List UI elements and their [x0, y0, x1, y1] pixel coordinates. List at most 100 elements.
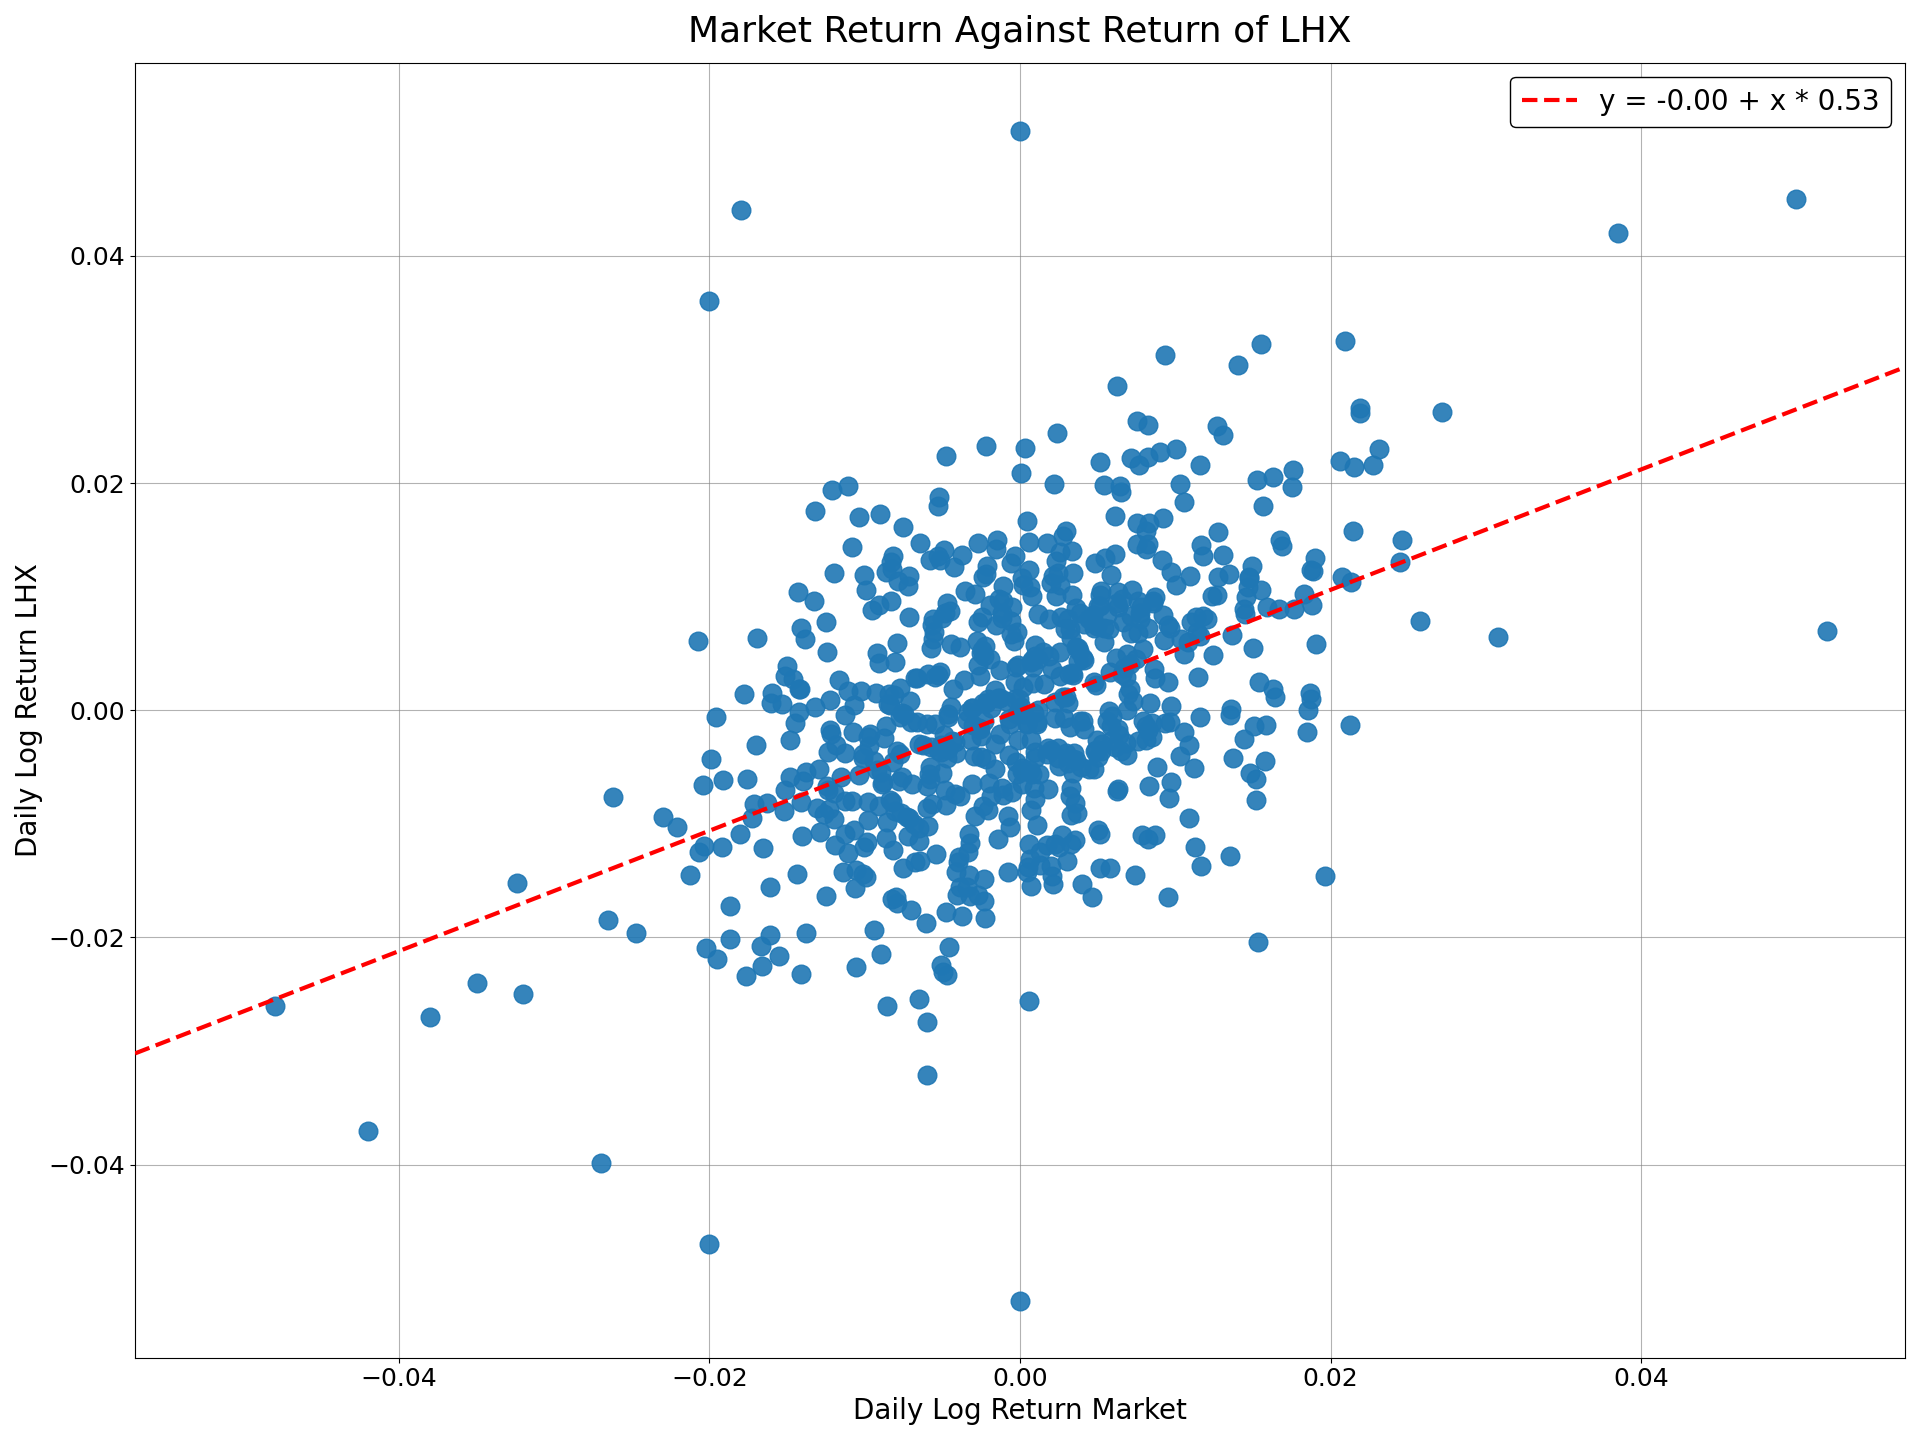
Point	[1250, 749, 1281, 772]
Point	[791, 760, 822, 783]
Point	[979, 757, 1010, 780]
Point	[920, 842, 950, 865]
Point	[872, 995, 902, 1018]
Point	[1154, 710, 1185, 733]
Point	[837, 721, 868, 744]
Point	[1054, 618, 1085, 641]
Point	[968, 691, 998, 714]
Point	[979, 733, 1010, 756]
Point	[1235, 762, 1265, 785]
Point	[996, 596, 1027, 619]
Point	[1050, 742, 1081, 765]
Point	[1344, 402, 1375, 425]
Point	[964, 717, 995, 740]
Point	[958, 744, 989, 768]
Point	[1179, 756, 1210, 779]
Point	[975, 648, 1006, 671]
Point	[814, 688, 845, 711]
Point	[1114, 683, 1144, 706]
Point	[879, 684, 910, 707]
Point	[916, 734, 947, 757]
Point	[1012, 713, 1043, 736]
Point	[983, 827, 1014, 850]
Point	[839, 819, 870, 842]
Point	[972, 562, 1002, 585]
Point	[985, 658, 1016, 681]
Point	[912, 775, 943, 798]
Point	[415, 1005, 445, 1028]
Point	[1077, 611, 1108, 634]
Point	[776, 766, 806, 789]
Point	[877, 544, 908, 567]
Point	[1052, 752, 1083, 775]
Point	[962, 531, 993, 554]
Point	[924, 661, 954, 684]
Point	[1198, 644, 1229, 667]
Point	[975, 593, 1006, 616]
Point	[964, 654, 995, 677]
Point	[1023, 762, 1054, 785]
Point	[1123, 622, 1154, 645]
Point	[1043, 746, 1073, 769]
Point	[785, 962, 816, 985]
Point	[1044, 755, 1075, 778]
Point	[776, 729, 806, 752]
Point	[837, 789, 868, 812]
Point	[687, 773, 718, 796]
Point	[881, 886, 912, 909]
Point	[783, 677, 814, 700]
Point	[1140, 667, 1171, 690]
Point	[887, 766, 918, 789]
Point	[956, 697, 987, 720]
Point	[787, 824, 818, 847]
Point	[586, 1151, 616, 1174]
Point	[1027, 641, 1058, 664]
Point	[950, 579, 981, 602]
Point	[1094, 857, 1125, 880]
Point	[770, 664, 801, 687]
Point	[968, 644, 998, 667]
Point	[1018, 672, 1048, 696]
Point	[885, 706, 916, 729]
Point	[772, 654, 803, 677]
Point	[1127, 638, 1158, 661]
Point	[895, 606, 925, 629]
Point	[1100, 736, 1131, 759]
Point	[1110, 665, 1140, 688]
Point	[1052, 691, 1083, 714]
Point	[847, 743, 877, 766]
Point	[755, 691, 785, 714]
Point	[945, 876, 975, 899]
Point	[787, 769, 818, 792]
Point	[708, 769, 739, 792]
Point	[1240, 768, 1271, 791]
Point	[676, 863, 707, 886]
Point	[874, 693, 904, 716]
Point	[1116, 603, 1146, 626]
Point	[987, 606, 1018, 629]
Point	[701, 706, 732, 729]
Point	[1156, 616, 1187, 639]
Point	[1016, 585, 1046, 608]
Point	[966, 746, 996, 769]
Point	[973, 772, 1004, 795]
Point	[1139, 590, 1169, 613]
Point	[1336, 570, 1367, 593]
Point	[695, 289, 726, 312]
Point	[1020, 788, 1050, 811]
Point	[1085, 583, 1116, 606]
Point	[995, 552, 1025, 575]
Point	[1154, 786, 1185, 809]
Point	[996, 609, 1027, 632]
Point	[849, 835, 879, 858]
Point	[783, 580, 814, 603]
Point	[1002, 654, 1033, 677]
Point	[975, 696, 1006, 719]
Point	[770, 778, 801, 801]
Point	[841, 956, 872, 979]
Point	[1006, 696, 1037, 719]
Point	[1064, 636, 1094, 660]
Point	[1087, 733, 1117, 756]
Point	[960, 805, 991, 828]
Point	[1021, 814, 1052, 837]
